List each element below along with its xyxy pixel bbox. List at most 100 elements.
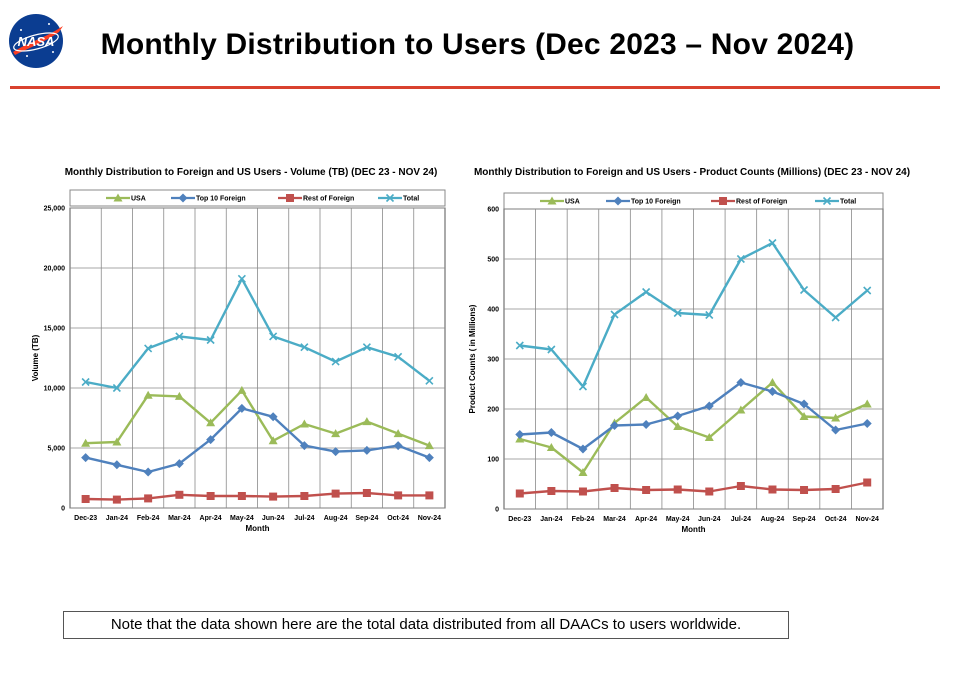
count-chart-x-axis-title: Month: [682, 525, 706, 534]
footnote: Note that the data shown here are the to…: [63, 611, 789, 639]
count-chart-y-tick-label: 400: [487, 307, 499, 314]
count-chart-point-rest-of-foreign: [610, 484, 619, 492]
count-chart-point-rest-of-foreign: [736, 482, 745, 490]
count-chart-x-tick-label: Jun-24: [698, 516, 721, 523]
count-chart-point-usa: [641, 393, 651, 401]
volume-chart-point-top-10-foreign: [393, 441, 403, 451]
count-chart-x-tick-label: Oct-24: [825, 516, 847, 523]
nasa-logo-orbit: [13, 32, 59, 52]
count-chart-point-usa: [862, 399, 872, 408]
volume-chart-point-top-10-foreign: [112, 460, 122, 470]
volume-chart-line-usa: [85, 389, 430, 447]
volume-chart-point-usa: [206, 418, 216, 427]
volume-chart-legend-box: [69, 189, 446, 207]
count-chart-point-rest-of-foreign: [547, 487, 556, 495]
count-chart-x-tick-label: Mar-24: [603, 516, 626, 523]
volume-chart-point-rest-of-foreign: [144, 494, 153, 503]
volume-chart-legend: USA Top 10 Foreign Rest of Foreign Total: [69, 189, 446, 207]
count-chart-x-tick-label: Jan-24: [540, 516, 562, 523]
count-chart-point-usa: [767, 378, 777, 386]
count-chart-x-tick-label: May-24: [666, 516, 690, 523]
count-chart-title: Monthly Distribution to Foreign and US U…: [474, 167, 910, 178]
nasa-logo: NASA: [9, 14, 63, 68]
page-title: Monthly Distribution to Users (Dec 2023 …: [100, 28, 855, 61]
count-chart-point-top-10-foreign: [641, 420, 651, 429]
volume-chart-x-tick-label: Sep-24: [355, 515, 378, 522]
volume-chart-x-tick-label: Dec-23: [74, 515, 97, 522]
count-chart-y-tick-label: 200: [487, 407, 499, 414]
volume-chart-point-usa: [237, 385, 247, 394]
volume-chart-series-top-10-foreign: [81, 403, 434, 477]
volume-chart-point-usa: [331, 429, 341, 438]
count-chart-point-usa: [673, 422, 683, 430]
count-chart-point-total: [515, 341, 524, 350]
count-chart-y-tick-label: 500: [487, 257, 499, 264]
count-chart-x-tick-label: Nov-24: [856, 516, 879, 523]
count-chart-point-total: [578, 382, 588, 391]
count-chart-point-top-10-foreign: [546, 428, 556, 437]
count-chart-y-tick-label: 300: [487, 357, 499, 364]
count-chart-x-tick-label: Feb-24: [572, 516, 595, 523]
volume-chart-y-tick-label: 15,000: [44, 326, 66, 333]
count-chart-point-top-10-foreign: [767, 387, 777, 396]
count-chart-legend-label-usa: USA: [565, 199, 580, 206]
volume-chart-point-usa: [299, 419, 309, 428]
volume-chart-point-total: [269, 332, 278, 341]
volume-chart-legend-label-rest-of-foreign: Rest of Foreign: [303, 196, 354, 203]
volume-chart-point-top-10-foreign: [424, 453, 434, 463]
count-chart-x-tick-label: Sep-24: [793, 516, 816, 523]
count-chart-point-usa: [578, 468, 588, 476]
volume-chart-x-tick-label: Feb-24: [137, 515, 160, 522]
volume-chart-legend-label-total: Total: [403, 196, 419, 203]
volume-chart-point-usa: [112, 437, 122, 446]
count-chart-legend-marker-rest-of-foreign: [719, 197, 727, 205]
volume-chart-legend-marker-usa: [113, 193, 123, 202]
volume-chart-point-total: [237, 274, 246, 283]
count-chart-point-top-10-foreign: [610, 421, 620, 430]
volume-chart-point-total: [81, 377, 90, 387]
count-chart-point-total: [831, 313, 840, 322]
count-chart-point-rest-of-foreign: [831, 485, 840, 493]
count-chart-point-total: [799, 285, 809, 295]
volume-chart-line-total: [85, 277, 431, 390]
count-chart-point-rest-of-foreign: [515, 489, 524, 498]
volume-chart-point-total: [175, 332, 184, 341]
volume-chart-point-top-10-foreign: [143, 467, 153, 477]
count-chart-point-total: [736, 254, 745, 264]
volume-chart-point-total: [112, 383, 121, 393]
count-chart-legend-marker-top-10-foreign: [613, 196, 623, 206]
count-chart-point-total: [863, 286, 872, 295]
count-chart-point-total: [705, 310, 714, 320]
volume-chart-y-tick-label: 10,000: [44, 386, 66, 393]
count-chart-line-rest-of-foreign: [519, 481, 868, 495]
volume-chart-y-axis-title: Volume (TB): [31, 334, 40, 381]
volume-chart-point-usa: [268, 436, 278, 445]
volume-chart-point-usa: [143, 390, 153, 399]
count-chart-point-total: [673, 308, 682, 318]
product-count-chart: Monthly Distribution to Foreign and US U…: [468, 167, 910, 534]
volume-chart-point-rest-of-foreign: [175, 490, 184, 499]
volume-chart-title: Monthly Distribution to Foreign and US U…: [65, 167, 438, 178]
volume-chart-line-rest-of-foreign: [85, 491, 430, 501]
count-chart-point-top-10-foreign: [862, 419, 872, 428]
volume-chart-y-tick-label: 0: [61, 506, 65, 513]
volume-chart-point-rest-of-foreign: [237, 492, 246, 500]
count-chart-legend-label-total: Total: [840, 199, 856, 206]
volume-chart-point-rest-of-foreign: [394, 491, 403, 500]
count-chart-legend-label-top-10-foreign: Top 10 Foreign: [631, 199, 681, 206]
volume-chart-point-rest-of-foreign: [362, 489, 371, 497]
volume-chart-series-rest-of-foreign: [81, 489, 434, 504]
volume-chart-point-total: [206, 335, 215, 345]
count-chart-y-axis-title: Product Counts ( in Millions): [468, 304, 477, 413]
count-chart-y-tick-label: 100: [487, 457, 499, 464]
count-chart-point-top-10-foreign: [515, 430, 525, 439]
volume-chart: Monthly Distribution to Foreign and US U…: [31, 167, 446, 533]
volume-chart-point-top-10-foreign: [362, 445, 372, 455]
volume-chart-x-axis-title: Month: [246, 524, 270, 533]
volume-chart-point-total: [425, 376, 434, 385]
count-chart-point-rest-of-foreign: [768, 485, 777, 494]
volume-chart-y-tick-label: 25,000: [44, 206, 66, 213]
volume-chart-x-tick-label: Nov-24: [418, 515, 441, 522]
count-chart-point-total: [610, 310, 619, 319]
count-chart-line-top-10-foreign: [519, 381, 868, 451]
